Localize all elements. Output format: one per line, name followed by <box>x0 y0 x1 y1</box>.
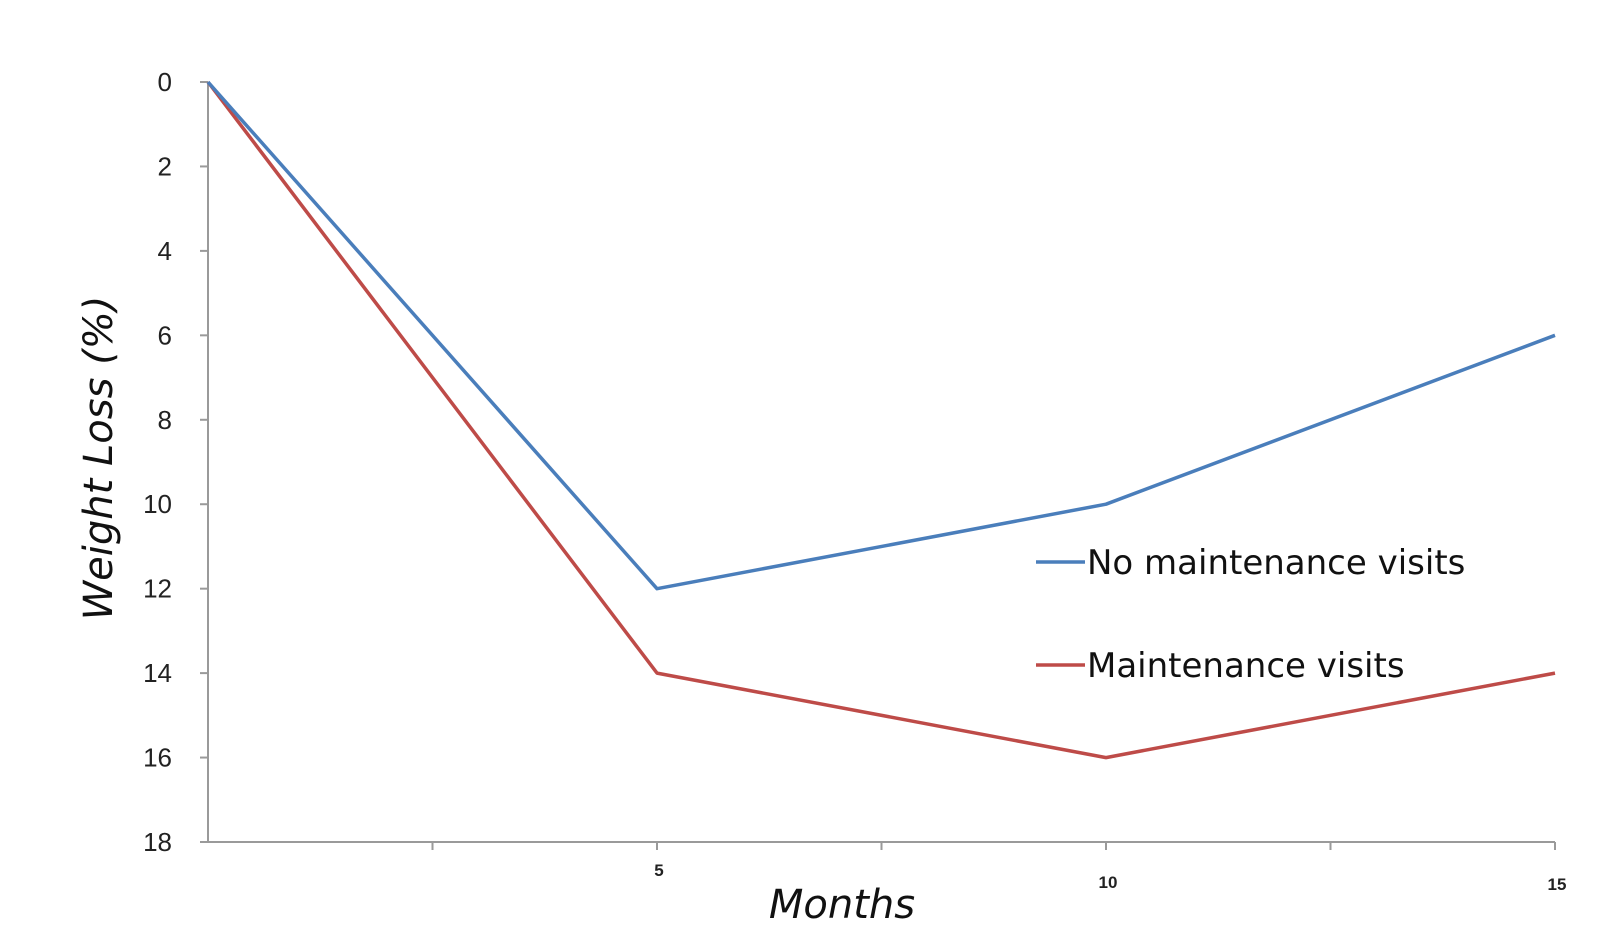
y-tick-label: 16 <box>143 743 172 773</box>
series-line-no-maintenance-visits <box>206 80 1556 591</box>
y-tick-label: 14 <box>143 658 172 688</box>
y-tick-label: 8 <box>158 405 172 435</box>
series-lines <box>206 80 1556 760</box>
x-tick-label: 10 <box>1099 873 1118 892</box>
y-tick-label: 2 <box>158 151 172 181</box>
y-tick-label: 6 <box>158 320 172 350</box>
y-tick-label: 4 <box>158 236 172 266</box>
y-tick-label: 18 <box>143 827 172 857</box>
y-axis: 0 2 4 6 8 10 12 14 16 18 <box>143 67 209 857</box>
x-tick-label: 15 <box>1548 875 1567 894</box>
legend-label: No maintenance visits <box>1087 543 1465 583</box>
x-tick-label: 5 <box>654 861 663 880</box>
y-axis-title: Weight Loss (%) <box>76 296 122 621</box>
x-axis-title: Months <box>769 882 915 928</box>
series-line-maintenance-visits <box>206 80 1556 760</box>
x-axis: 5 10 15 <box>208 841 1567 894</box>
y-tick-label: 12 <box>143 574 172 604</box>
legend: No maintenance visits Maintenance visits <box>1036 543 1465 686</box>
y-tick-label: 10 <box>143 489 172 519</box>
y-tick-label: 0 <box>158 67 172 97</box>
legend-label: Maintenance visits <box>1087 646 1405 686</box>
